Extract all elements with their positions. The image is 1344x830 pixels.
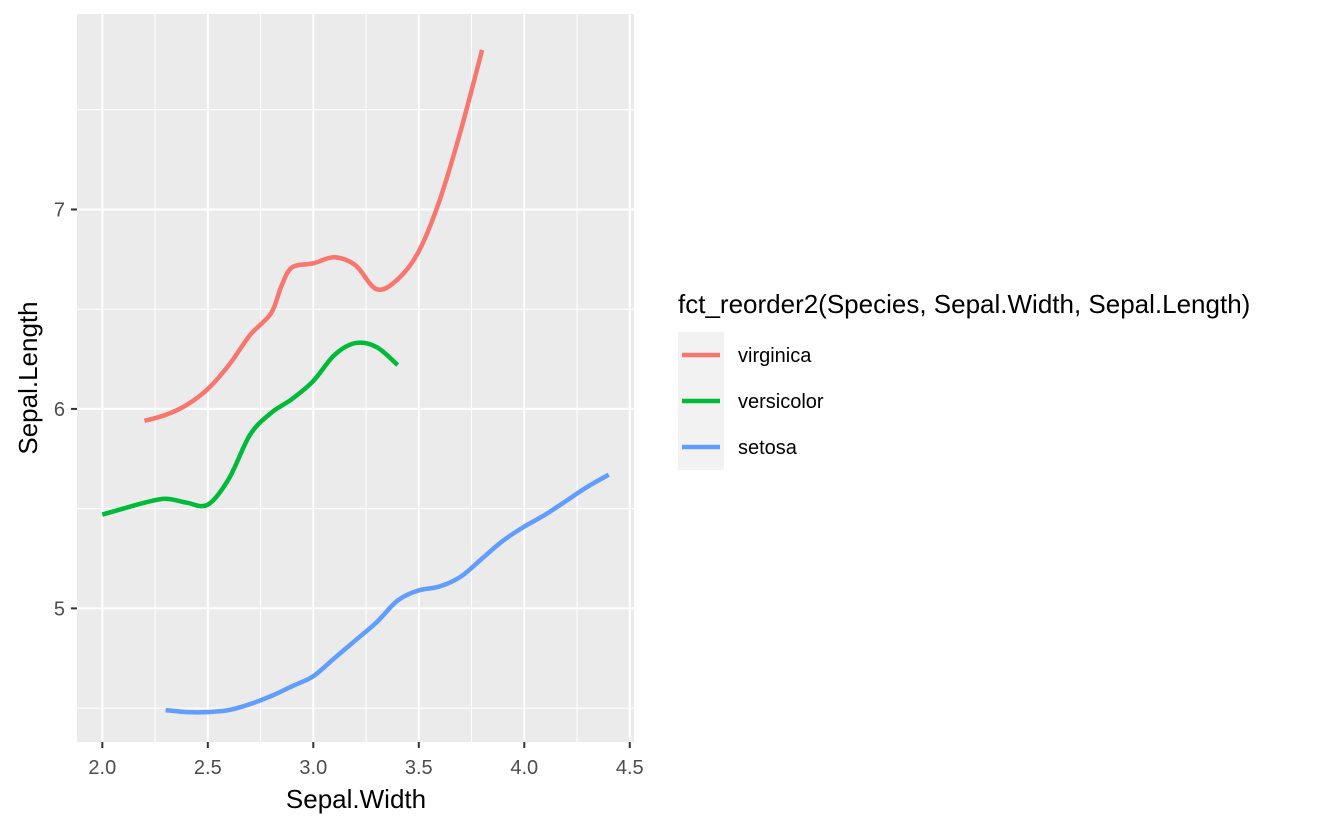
x-tick-label: 4.5 — [616, 757, 644, 779]
x-tick-label: 3.0 — [299, 757, 327, 779]
x-tick-label: 2.5 — [194, 757, 222, 779]
legend: fct_reorder2(Species, Sepal.Width, Sepal… — [678, 289, 1250, 470]
series-lines — [101, 49, 610, 715]
y-tick-label: 6 — [54, 399, 65, 421]
x-axis-title: Sepal.Width — [286, 784, 426, 814]
y-tick-label: 7 — [54, 199, 65, 221]
legend-items: virginica versicolor setosa — [682, 345, 824, 459]
legend-label-versicolor: versicolor — [738, 391, 824, 413]
legend-title: fct_reorder2(Species, Sepal.Width, Sepal… — [678, 289, 1250, 319]
x-tick-label: 3.5 — [405, 757, 433, 779]
grid-minor — [77, 14, 634, 742]
legend-label-setosa: setosa — [738, 437, 798, 459]
x-tick-label: 4.0 — [510, 757, 538, 779]
y-axis-title: Sepal.Length — [13, 301, 43, 454]
x-tick-label: 2.0 — [88, 757, 116, 779]
y-axis: 5 6 7 — [54, 199, 77, 620]
series-line-virginica — [143, 49, 485, 424]
series-line-versicolor — [101, 340, 400, 517]
y-tick-label: 5 — [54, 598, 65, 620]
legend-label-virginica: virginica — [738, 345, 812, 367]
series-line-setosa — [165, 472, 610, 715]
plot-panel — [77, 14, 634, 742]
x-axis: 2.0 2.5 3.0 3.5 4.0 4.5 — [88, 742, 644, 779]
